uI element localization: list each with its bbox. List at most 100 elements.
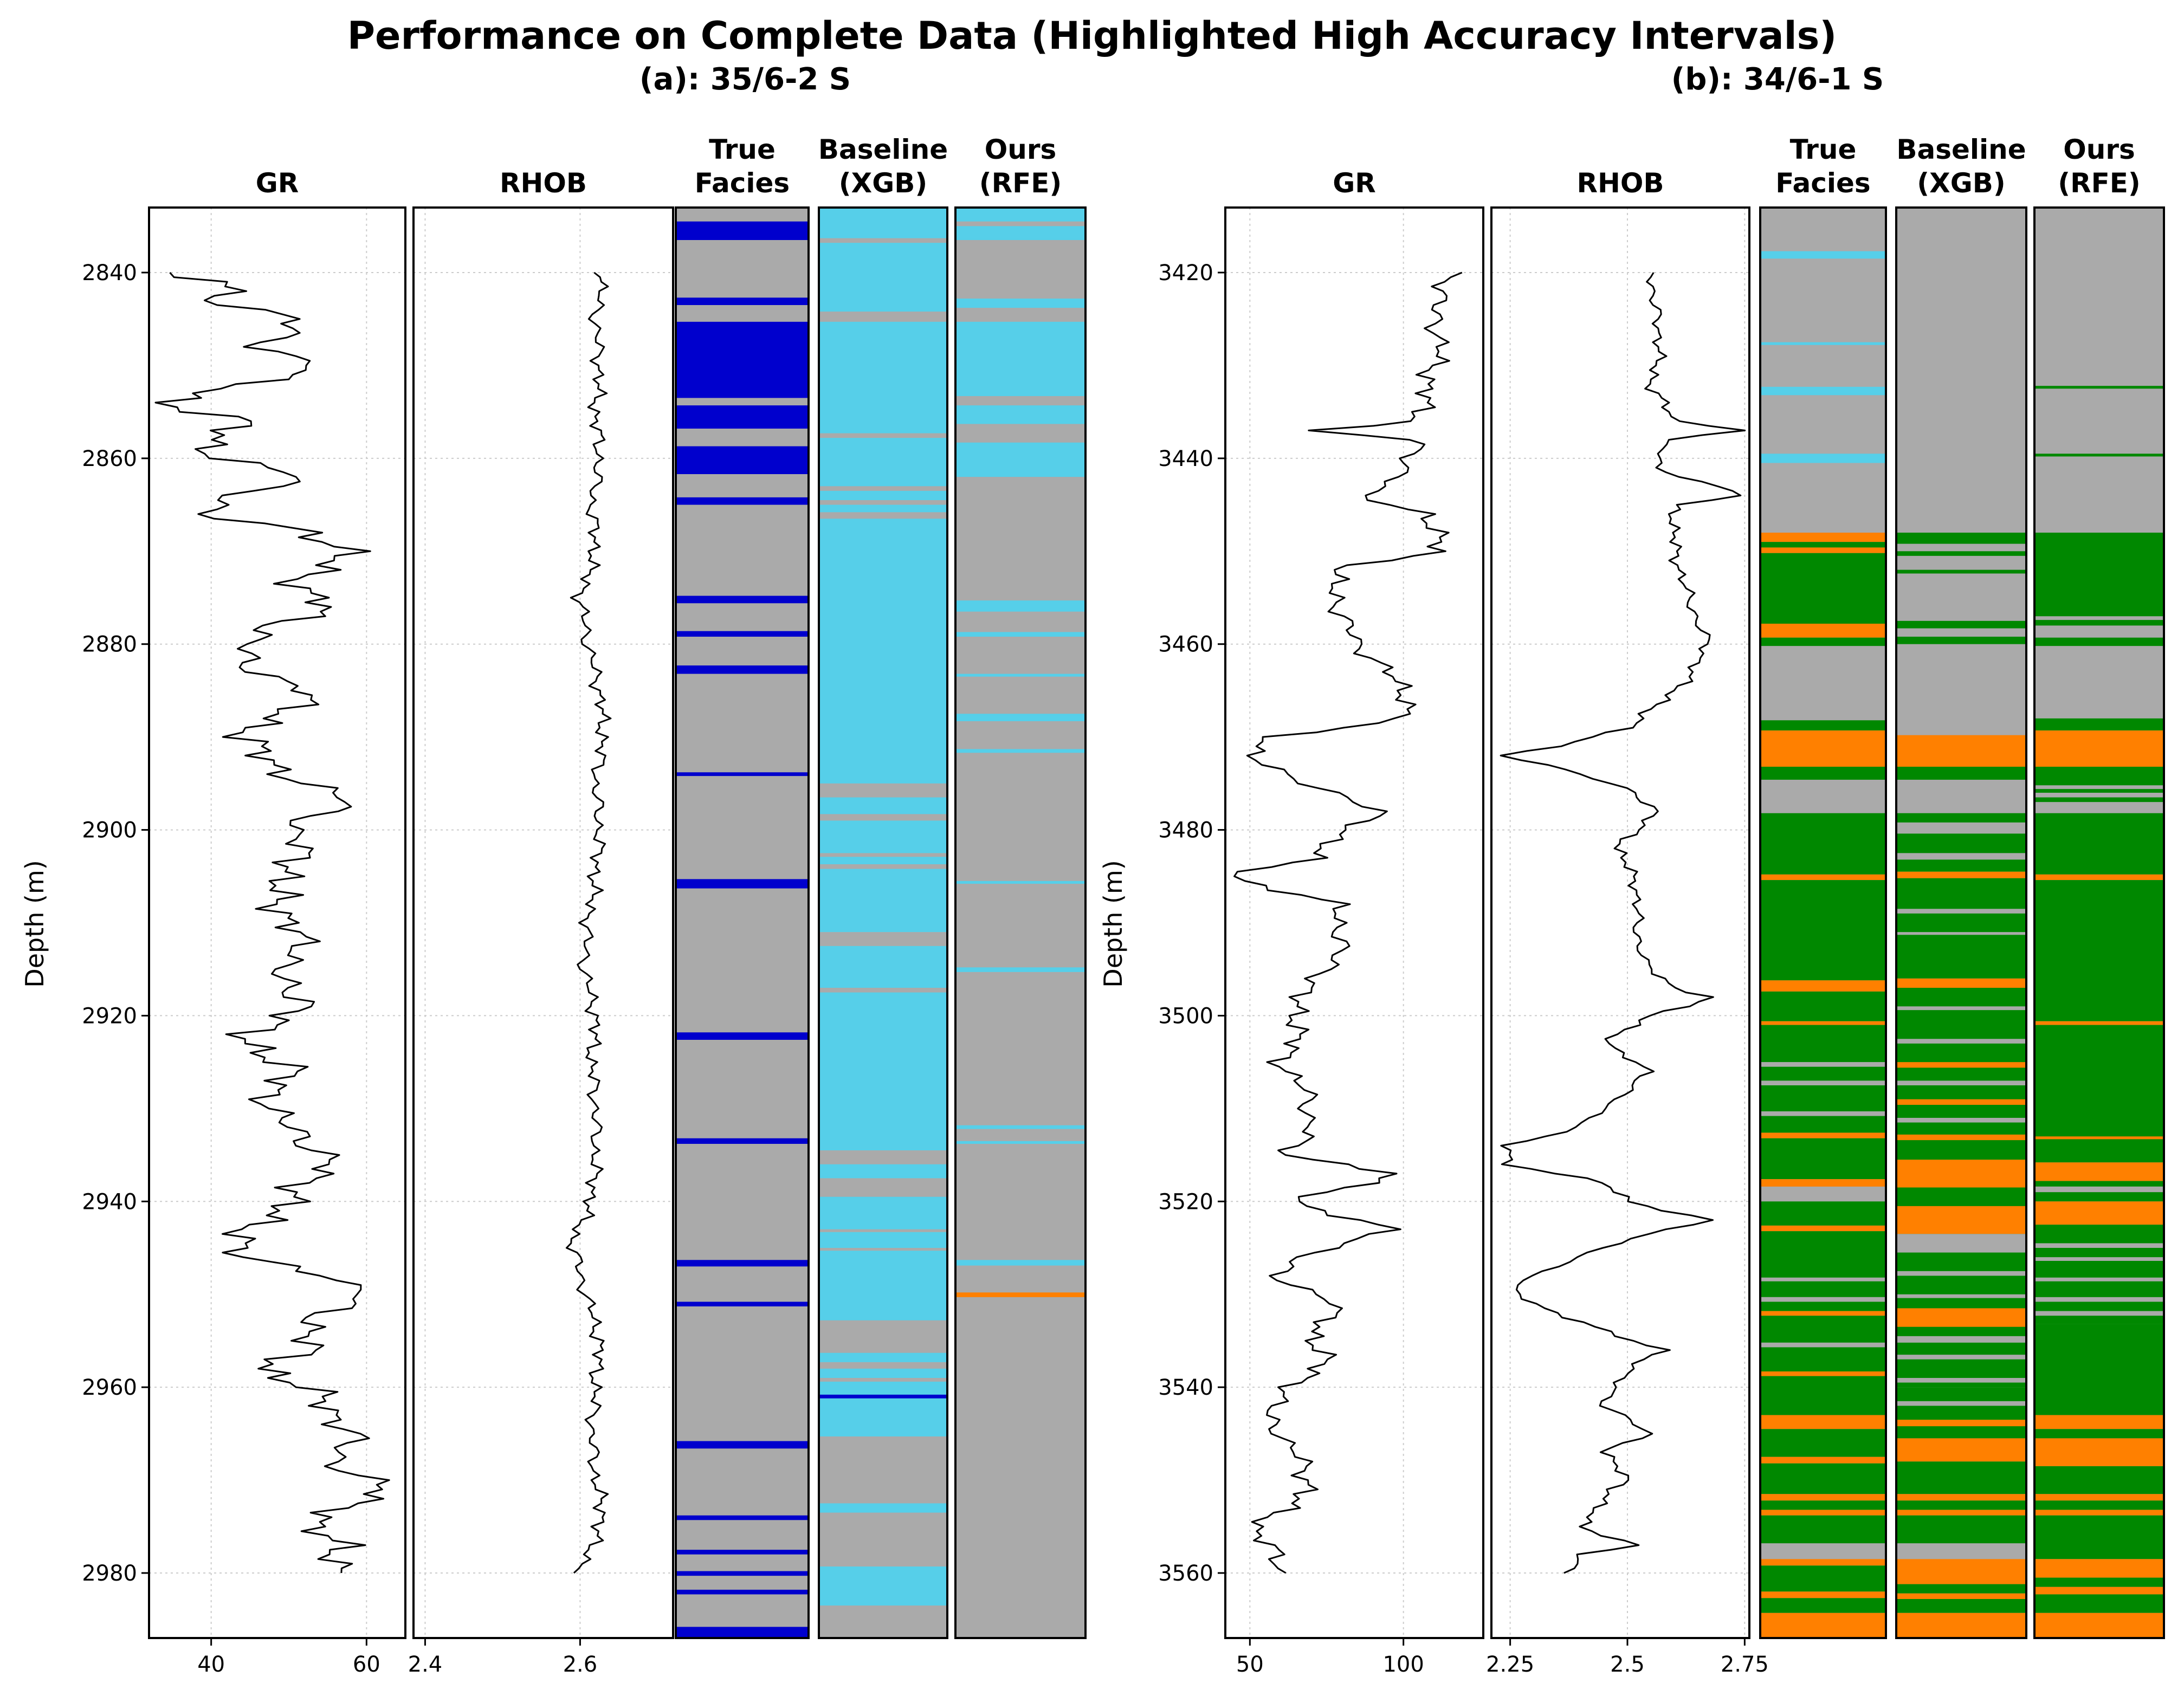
facies-interval-1-0-22 xyxy=(1760,1080,1886,1085)
facies-interval-1-1-20 xyxy=(1896,1062,2026,1068)
facies-interval-1-2-6 xyxy=(2034,730,2164,767)
facies-interval-0-1-14 xyxy=(819,1229,947,1232)
facies-interval-0-1-0 xyxy=(819,238,947,243)
facies-interval-0-2-12 xyxy=(955,967,1085,972)
facies-interval-1-1-27 xyxy=(1896,1206,2026,1234)
facies-interval-1-1-32 xyxy=(1896,1336,2026,1343)
facies-interval-1-1-10 xyxy=(1896,853,2026,860)
y-tick-label-1-7: 3560 xyxy=(1158,1561,1213,1586)
track-title-1-2-1: Facies xyxy=(1775,167,1870,199)
facies-interval-0-0-8 xyxy=(676,665,809,674)
facies-interval-1-0-32 xyxy=(1760,1277,1886,1281)
facies-interval-1-1-31 xyxy=(1896,1308,2026,1327)
log-curve-gr-1 xyxy=(1233,271,1463,1574)
panel-b-title: (b): 34/6-1 S xyxy=(1671,62,1884,97)
x-tick-label-1-1-1: 2.5 xyxy=(1610,1652,1645,1677)
x-tick-label-0-1-0: 2.4 xyxy=(408,1652,443,1677)
track-title-1-4-0: Ours xyxy=(2063,134,2135,165)
track-title-0-4-0: Ours xyxy=(985,134,1057,165)
facies-interval-1-1-36 xyxy=(1896,1401,2026,1406)
facies-interval-1-0-39 xyxy=(1760,1347,1886,1371)
track-title-1-0-0: GR xyxy=(1333,167,1376,199)
facies-interval-1-0-4 xyxy=(1760,533,1886,542)
track-frame-0-3 xyxy=(818,206,948,1639)
facies-interval-0-0-16 xyxy=(676,1515,809,1520)
facies-interval-1-2-41 xyxy=(2034,1613,2164,1638)
facies-interval-1-1-2 xyxy=(1896,569,2026,574)
facies-interval-1-0-48 xyxy=(1760,1510,1886,1516)
facies-interval-1-1-25 xyxy=(1896,1160,2026,1188)
track-title-0-2-0: True xyxy=(709,134,776,165)
x-tick-label-1-0-0: 50 xyxy=(1236,1652,1264,1677)
facies-interval-0-2-0 xyxy=(955,208,1085,222)
facies-interval-1-2-36 xyxy=(2034,1515,2164,1559)
facies-interval-0-0-15 xyxy=(676,1441,809,1449)
facies-interval-0-1-12 xyxy=(819,1150,947,1164)
y-tick-label-0-6: 2960 xyxy=(82,1375,137,1400)
figure-title: Performance on Complete Data (Highlighte… xyxy=(347,14,1837,58)
facies-interval-1-0-0 xyxy=(1760,251,1886,259)
panel-a-title: (a): 35/6-2 S xyxy=(639,62,851,97)
facies-interval-1-2-26 xyxy=(2034,1297,2164,1302)
x-tick-label-0-1-1: 2.6 xyxy=(563,1652,598,1677)
facies-interval-1-1-15 xyxy=(1896,932,2026,935)
track-frame-1-1 xyxy=(1490,206,1750,1639)
facies-interval-1-0-10 xyxy=(1760,720,1886,731)
facies-interval-1-2-7 xyxy=(2034,767,2164,786)
facies-interval-0-2-5 xyxy=(955,442,1085,477)
y-tick-label-0-5: 2940 xyxy=(82,1189,137,1214)
facies-interval-1-0-47 xyxy=(1760,1500,1886,1510)
facies-interval-1-2-25 xyxy=(2034,1281,2164,1324)
y-tick-label-1-5: 3520 xyxy=(1158,1189,1213,1214)
facies-interval-0-0-12 xyxy=(676,1138,809,1144)
facies-interval-1-0-29 xyxy=(1760,1201,1886,1226)
track-title-0-1-0: RHOB xyxy=(500,167,587,199)
y-tick-label-1-1: 3440 xyxy=(1158,446,1213,471)
facies-interval-1-2-4 xyxy=(2034,637,2164,646)
facies-interval-1-1-5 xyxy=(1896,735,2026,767)
facies-interval-0-2-15 xyxy=(955,1260,1085,1266)
facies-interval-1-1-22 xyxy=(1896,1099,2026,1105)
facies-interval-1-0-16 xyxy=(1760,980,1886,992)
facies-interval-1-0-9 xyxy=(1760,637,1886,646)
facies-interval-0-0-14 xyxy=(676,1302,809,1306)
facies-interval-0-1-21 xyxy=(819,1512,947,1566)
facies-interval-1-1-35 xyxy=(1896,1387,2026,1439)
facies-interval-1-2-33 xyxy=(2034,1494,2164,1501)
facies-interval-1-2-31 xyxy=(2034,1438,2164,1466)
y-tick-label-0-7: 2980 xyxy=(82,1561,137,1586)
facies-interval-0-1-6 xyxy=(819,783,947,798)
facies-interval-1-1-44 xyxy=(1896,1559,2026,1584)
facies-interval-1-0-52 xyxy=(1760,1591,1886,1598)
facies-interval-0-0-5 xyxy=(676,497,809,505)
facies-interval-1-0-30 xyxy=(1760,1225,1886,1232)
facies-interval-1-2-23 xyxy=(2034,1257,2164,1261)
panel-a-ylabel: Depth (m) xyxy=(20,860,49,987)
facies-interval-0-0-11 xyxy=(676,1032,809,1040)
track-frame-1-0 xyxy=(1224,206,1484,1639)
facies-interval-1-0-7 xyxy=(1760,553,1886,624)
facies-interval-1-0-18 xyxy=(1760,1021,1886,1025)
facies-interval-1-1-0 xyxy=(1896,533,2026,544)
facies-interval-0-0-19 xyxy=(676,1589,809,1595)
facies-interval-1-2-37 xyxy=(2034,1559,2164,1578)
facies-interval-0-1-3 xyxy=(819,486,947,491)
facies-interval-1-0-25 xyxy=(1760,1116,1886,1133)
facies-interval-1-0-20 xyxy=(1760,1062,1886,1067)
facies-interval-0-0-18 xyxy=(676,1571,809,1576)
facies-interval-1-0-24 xyxy=(1760,1111,1886,1116)
track-title-1-3-1: (XGB) xyxy=(1917,167,2005,199)
facies-interval-1-1-28 xyxy=(1896,1234,2026,1253)
facies-interval-1-2-2 xyxy=(2034,533,2164,626)
facies-interval-1-1-7 xyxy=(1896,813,2026,823)
facies-interval-1-2-10 xyxy=(2034,813,2164,875)
x-tick-label-1-1-2: 2.75 xyxy=(1721,1652,1769,1677)
facies-interval-1-1-9 xyxy=(1896,833,2026,853)
facies-interval-1-0-15 xyxy=(1760,880,1886,981)
facies-interval-1-0-5 xyxy=(1760,542,1886,548)
facies-interval-1-2-35 xyxy=(2034,1510,2164,1516)
facies-interval-1-0-14 xyxy=(1760,874,1886,881)
track-frame-0-2 xyxy=(675,206,810,1639)
facies-interval-0-1-22 xyxy=(819,1606,947,1638)
facies-interval-0-2-3 xyxy=(955,321,1085,396)
